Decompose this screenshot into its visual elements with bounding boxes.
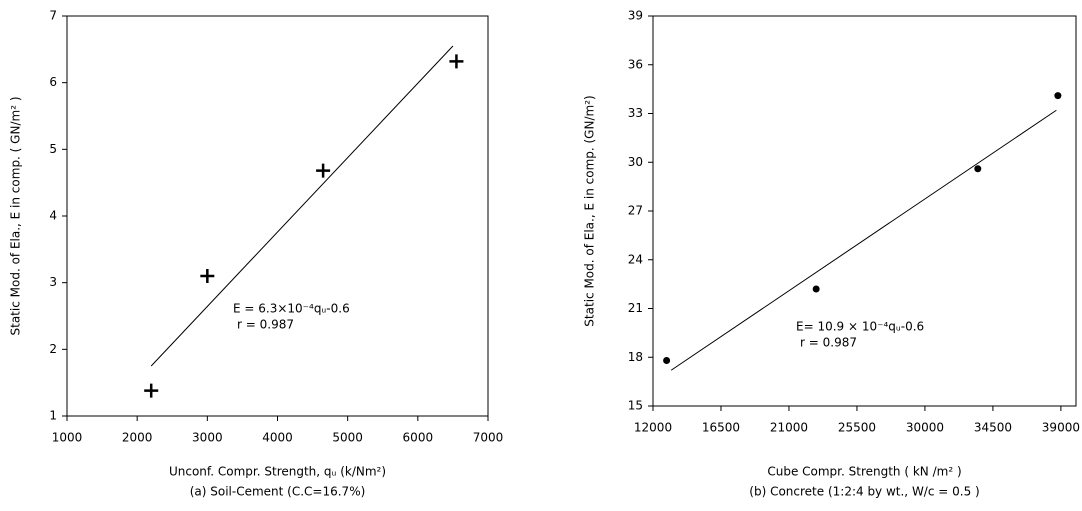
x-tick-label: 1000 bbox=[52, 431, 83, 445]
x-tick-label: 39000 bbox=[1042, 421, 1080, 435]
y-tick-label: 1 bbox=[49, 409, 57, 423]
y-tick-label: 2 bbox=[49, 342, 57, 356]
y-tick-label: 6 bbox=[49, 75, 57, 89]
annotation: r = 0.987 bbox=[237, 318, 294, 332]
y-tick-label: 18 bbox=[628, 350, 643, 364]
x-tick-label: 21000 bbox=[770, 421, 808, 435]
annotation: E = 6.3×10⁻⁴qᵤ-0.6 bbox=[233, 302, 350, 316]
x-tick-label: 2000 bbox=[122, 431, 153, 445]
plot-frame bbox=[652, 15, 1077, 407]
point bbox=[974, 165, 982, 173]
annotation: E= 10.9 × 10⁻⁴qᵤ-0.6 bbox=[796, 320, 924, 334]
fit-line bbox=[150, 45, 454, 367]
x-tick-label: 34500 bbox=[974, 421, 1012, 435]
y-tick-label: 21 bbox=[628, 301, 643, 315]
annotation: r = 0.987 bbox=[800, 336, 857, 350]
y-tick-label: 24 bbox=[628, 252, 643, 266]
x-tick-label: 25500 bbox=[838, 421, 876, 435]
y-tick-label: 3 bbox=[49, 275, 57, 289]
x-tick-label: 16500 bbox=[702, 421, 740, 435]
point bbox=[200, 269, 215, 283]
x-tick-label: 30000 bbox=[906, 421, 944, 435]
y-tick-label: 30 bbox=[628, 155, 643, 169]
x-tick-label: 3000 bbox=[192, 431, 223, 445]
y-tick-label: 36 bbox=[628, 57, 643, 71]
point bbox=[1054, 92, 1062, 100]
y-axis-label: Static Mod. of Ela., E in comp. (GN/m²) bbox=[583, 95, 597, 326]
fit-line bbox=[670, 109, 1057, 371]
y-axis-label: Static Mod. of Ela., E in comp. ( GN/m² … bbox=[9, 97, 23, 336]
point bbox=[663, 357, 671, 364]
point bbox=[449, 54, 464, 69]
y-tick-label: 4 bbox=[49, 209, 57, 223]
y-tick-label: 15 bbox=[628, 399, 643, 413]
x-tick-label: 12000 bbox=[634, 421, 672, 435]
x-tick-label: 5000 bbox=[332, 431, 363, 445]
y-tick-label: 5 bbox=[49, 142, 57, 156]
y-tick-label: 27 bbox=[628, 204, 643, 218]
x-tick-label: 6000 bbox=[403, 431, 434, 445]
caption: (a) Soil-Cement (C.C=16.7%) bbox=[190, 485, 366, 499]
caption: (b) Concrete (1:2:4 by wt., W/c = 0.5 ) bbox=[749, 485, 979, 499]
y-tick-label: 39 bbox=[628, 9, 643, 23]
y-tick-label: 33 bbox=[628, 106, 643, 120]
y-tick-label: 7 bbox=[49, 9, 57, 23]
x-tick-label: 4000 bbox=[262, 431, 293, 445]
x-axis-label: Unconf. Compr. Strength, qᵤ (k/Nm²) bbox=[169, 465, 386, 479]
x-axis-label: Cube Compr. Strength ( kN /m² ) bbox=[767, 465, 961, 479]
point bbox=[144, 383, 159, 398]
x-tick-label: 7000 bbox=[473, 431, 504, 445]
point bbox=[812, 285, 820, 293]
point bbox=[316, 163, 331, 178]
